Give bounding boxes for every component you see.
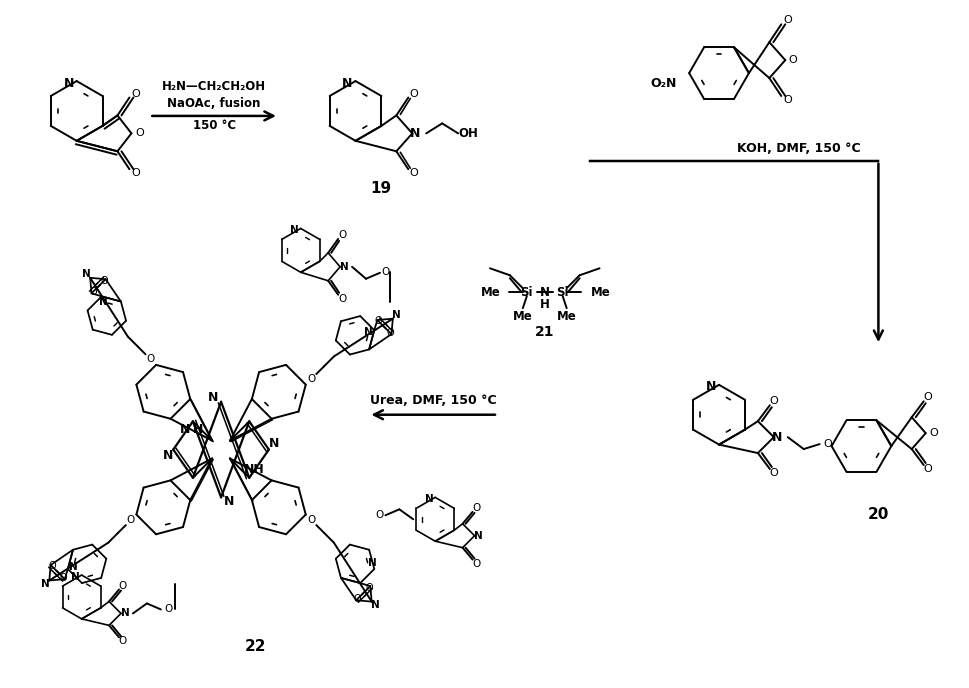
Text: N: N [208,391,218,405]
Text: O: O [824,439,832,449]
Text: N: N [364,327,373,336]
Text: O: O [307,515,316,525]
Text: N: N [705,380,716,394]
Text: 22: 22 [245,639,266,654]
Text: Me: Me [513,310,533,323]
Text: O: O [473,559,481,568]
Text: N: N [392,310,401,320]
Text: O: O [409,89,418,98]
Text: N: N [474,530,483,541]
Text: O: O [48,561,56,572]
Text: O: O [375,316,383,327]
Text: N: N [371,600,380,610]
Text: O₂N: O₂N [650,76,676,89]
Text: N: N [340,262,349,272]
Text: NaOAc, fusion: NaOAc, fusion [168,98,261,111]
Text: 21: 21 [535,325,554,339]
Text: KOH, DMF, 150 °C: KOH, DMF, 150 °C [736,142,860,155]
Text: Me: Me [482,286,501,299]
Text: N: N [268,437,279,450]
Text: O: O [338,294,346,303]
Text: Me: Me [590,286,610,299]
Text: O: O [127,515,135,525]
Text: H: H [193,423,203,436]
Text: O: O [783,95,792,105]
Text: O: O [89,287,97,297]
Text: Urea, DMF, 150 °C: Urea, DMF, 150 °C [370,394,496,407]
Text: N: N [163,449,173,462]
Text: OH: OH [458,127,478,140]
Text: O: O [923,392,932,402]
Text: O: O [119,581,127,590]
Text: N: N [99,297,108,307]
Text: O: O [354,594,361,604]
Text: O: O [783,15,792,25]
Text: O: O [375,510,384,520]
Text: O: O [165,605,172,614]
Text: N: N [368,558,377,568]
Text: O: O [789,55,797,65]
Text: O: O [131,168,140,178]
Text: NH: NH [244,463,265,476]
Text: N: N [424,495,433,504]
Text: Si: Si [520,286,533,299]
Text: N: N [540,286,549,299]
Text: N: N [410,127,421,140]
Text: O: O [101,276,108,286]
Text: O: O [146,354,155,364]
Text: N: N [342,76,353,89]
Text: N: N [72,572,80,582]
Text: N: N [179,423,190,436]
Text: H: H [540,298,549,311]
Text: 150 °C: 150 °C [193,120,235,132]
Text: O: O [923,464,932,474]
Text: O: O [131,89,140,98]
Text: N: N [291,226,299,235]
Text: O: O [387,327,393,338]
Text: O: O [307,374,316,384]
Text: O: O [769,396,778,407]
Text: O: O [59,572,67,583]
Text: N: N [69,563,78,572]
Text: O: O [119,636,127,646]
Text: N: N [64,76,74,89]
Text: O: O [365,583,373,592]
Text: 19: 19 [370,181,391,196]
Text: O: O [929,428,938,438]
Text: O: O [135,129,143,138]
Text: Si: Si [556,286,569,299]
Text: 20: 20 [867,507,890,522]
Text: O: O [382,267,391,277]
Text: O: O [769,468,778,478]
Text: N: N [771,431,782,444]
Text: N: N [224,495,234,508]
Text: N: N [82,269,91,279]
Text: O: O [338,230,346,240]
Text: N: N [42,579,50,589]
Text: O: O [409,168,418,178]
Text: Me: Me [557,310,577,323]
Text: N: N [120,608,129,619]
Text: O: O [473,503,481,513]
Text: H₂N—CH₂CH₂OH: H₂N—CH₂CH₂OH [162,80,266,93]
